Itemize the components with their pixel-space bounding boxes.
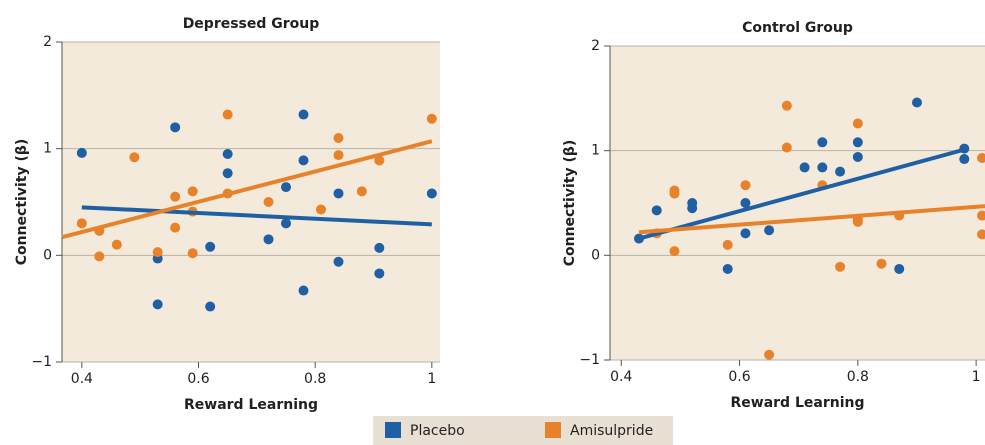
plot-area	[610, 46, 985, 360]
legend-label: Placebo	[410, 423, 465, 439]
point	[333, 150, 344, 161]
point	[298, 285, 309, 296]
point	[911, 97, 922, 108]
y-tick-label: 2	[43, 34, 52, 50]
point	[298, 109, 309, 120]
point	[129, 152, 140, 163]
point	[374, 268, 385, 279]
point	[333, 133, 344, 143]
point	[817, 162, 828, 173]
y-tick-label: −1	[31, 354, 52, 370]
point	[205, 301, 216, 312]
point	[852, 118, 863, 129]
point	[333, 188, 344, 199]
trend-line	[81, 205, 432, 227]
point	[740, 228, 751, 239]
point	[374, 155, 385, 166]
point	[722, 263, 733, 274]
point	[781, 100, 792, 111]
point	[669, 246, 680, 257]
point	[263, 197, 274, 207]
point	[852, 137, 863, 148]
x-tick-label: 0.4	[71, 371, 93, 387]
point	[426, 188, 437, 199]
point	[799, 162, 810, 173]
point	[764, 225, 775, 236]
point	[298, 155, 309, 166]
trend-line	[638, 147, 965, 241]
legend-swatch	[385, 422, 401, 438]
point	[170, 222, 181, 233]
point	[426, 113, 437, 124]
y-tick-label: 0	[591, 247, 600, 263]
legend-box	[373, 416, 673, 445]
point	[222, 109, 233, 120]
point	[222, 149, 233, 159]
point	[316, 204, 326, 215]
point	[852, 151, 863, 162]
point	[894, 263, 905, 274]
chart-title: Depressed Group	[183, 16, 320, 32]
y-axis-label: Connectivity (β)	[14, 139, 30, 266]
y-tick-label: 1	[591, 143, 600, 159]
point	[281, 182, 291, 193]
point	[333, 256, 344, 267]
point	[722, 239, 733, 250]
y-tick-label: 2	[591, 38, 600, 54]
x-tick-label: 1	[427, 371, 436, 387]
point	[152, 247, 163, 258]
x-tick-label: 0.4	[610, 369, 632, 385]
x-tick-label: 0.8	[304, 371, 326, 387]
point	[687, 203, 698, 214]
legend-label: Amisulpride	[570, 423, 653, 439]
point	[94, 251, 105, 262]
point	[281, 218, 291, 229]
point	[76, 147, 87, 158]
point	[222, 168, 233, 179]
point	[959, 154, 970, 165]
point	[817, 137, 828, 148]
point	[205, 241, 216, 252]
point	[977, 229, 985, 240]
point	[852, 216, 863, 227]
y-tick-label: 1	[43, 141, 52, 157]
point	[152, 299, 163, 310]
point	[111, 239, 122, 250]
point	[651, 205, 662, 216]
point	[835, 166, 846, 177]
point	[669, 188, 680, 199]
point	[170, 122, 181, 133]
x-tick-label: 1	[972, 369, 981, 385]
point	[781, 142, 792, 153]
point	[764, 349, 775, 360]
x-tick-label: 0.6	[728, 369, 750, 385]
point	[76, 218, 87, 229]
point	[187, 248, 198, 259]
chart-title: Control Group	[742, 20, 853, 36]
trend-line	[638, 204, 985, 235]
point	[170, 191, 181, 202]
point	[263, 234, 274, 245]
point	[977, 210, 985, 221]
y-tick-label: 0	[43, 247, 52, 263]
point	[740, 180, 751, 191]
point	[374, 242, 385, 253]
point	[835, 261, 846, 272]
point	[187, 186, 198, 197]
point	[876, 258, 887, 269]
x-tick-label: 0.8	[847, 369, 869, 385]
legend-swatch	[545, 422, 561, 438]
point	[740, 198, 751, 208]
x-axis-label: Reward Learning	[184, 397, 318, 413]
x-tick-label: 0.6	[187, 371, 209, 387]
y-tick-label: −1	[579, 352, 600, 368]
point	[977, 152, 985, 163]
plot-area	[62, 42, 440, 362]
trend-line	[61, 139, 433, 240]
point	[356, 186, 367, 197]
y-axis-label: Connectivity (β)	[562, 140, 578, 267]
x-axis-label: Reward Learning	[731, 395, 865, 411]
